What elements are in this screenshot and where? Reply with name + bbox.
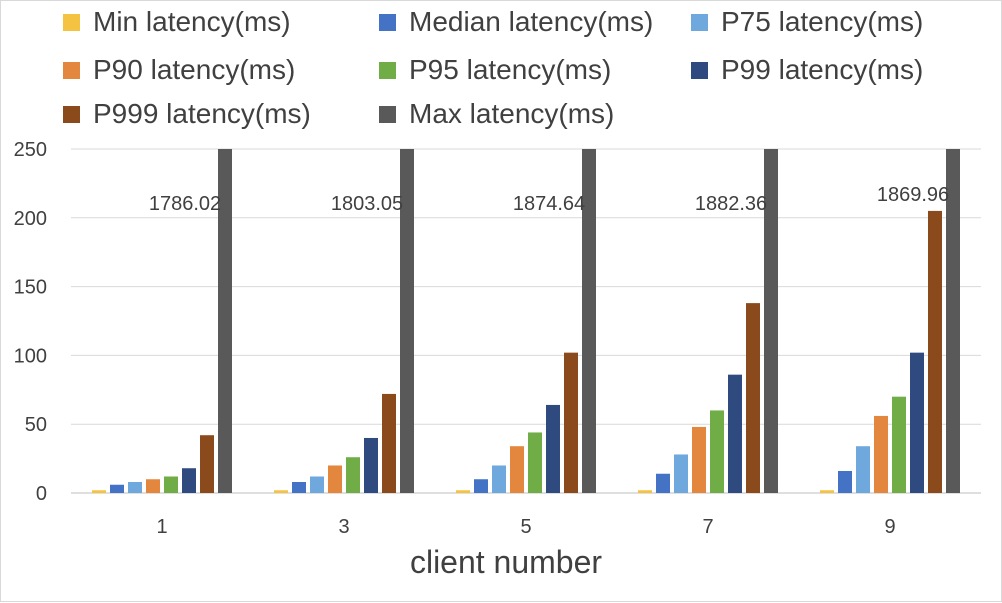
bar: [292, 481, 306, 493]
bar: [820, 490, 834, 493]
bar: [92, 490, 106, 493]
bar: [546, 404, 560, 493]
bar: [200, 435, 214, 493]
bar: [400, 149, 414, 493]
y-tick-label: 250: [14, 139, 47, 161]
data-label: 1874.64: [513, 193, 585, 215]
legend-label: P999 latency(ms): [93, 98, 311, 129]
bar: [274, 490, 288, 493]
bar: [328, 465, 342, 493]
bar: [346, 457, 360, 493]
legend-swatch: [691, 14, 708, 31]
legend-label: Median latency(ms): [409, 6, 653, 37]
bar: [182, 468, 196, 493]
x-axis-title: client number: [410, 544, 602, 580]
legend-label: P99 latency(ms): [721, 54, 923, 85]
y-tick-label: 50: [25, 414, 47, 436]
legend-swatch: [379, 62, 396, 79]
legend-label: Max latency(ms): [409, 98, 614, 129]
x-tick-label: 7: [702, 516, 713, 538]
bar: [892, 396, 906, 493]
bar: [710, 410, 724, 493]
bar: [382, 393, 396, 493]
y-tick-label: 150: [14, 277, 47, 299]
legend-swatch: [379, 106, 396, 123]
data-label: 1803.05: [331, 193, 403, 215]
x-tick-label: 3: [338, 516, 349, 538]
data-label: 1882.36: [695, 193, 767, 215]
bar: [364, 437, 378, 493]
bar: [838, 470, 852, 493]
y-tick-label: 200: [14, 208, 47, 230]
bar: [728, 374, 742, 493]
legend-label: P75 latency(ms): [721, 6, 923, 37]
bar: [910, 352, 924, 493]
bar: [564, 352, 578, 493]
legend-swatch: [691, 62, 708, 79]
bar: [510, 446, 524, 493]
x-tick-label: 1: [156, 516, 167, 538]
bar: [492, 465, 506, 493]
bar: [764, 149, 778, 493]
y-tick-label: 0: [36, 483, 47, 505]
bar: [656, 473, 670, 493]
legend-swatch: [379, 14, 396, 31]
bar: [128, 481, 142, 493]
y-tick-label: 100: [14, 345, 47, 367]
bar: [692, 426, 706, 493]
bar: [110, 484, 124, 493]
legend-swatch: [63, 14, 80, 31]
legend-label: Min latency(ms): [93, 6, 291, 37]
bar: [146, 479, 160, 493]
bar: [582, 149, 596, 493]
bar: [528, 432, 542, 493]
bar: [638, 490, 652, 493]
bar: [856, 446, 870, 493]
legend-label: P95 latency(ms): [409, 54, 611, 85]
bar: [310, 476, 324, 493]
legend-swatch: [63, 62, 80, 79]
bar: [164, 476, 178, 493]
bar: [474, 479, 488, 493]
bar: [946, 149, 960, 493]
bar: [456, 490, 470, 493]
x-tick-label: 5: [520, 516, 531, 538]
bar: [218, 149, 232, 493]
bar: [928, 210, 942, 494]
data-label: 1869.96: [877, 184, 949, 206]
legend-swatch: [63, 106, 80, 123]
data-label: 1786.02: [149, 193, 221, 215]
bar: [746, 303, 760, 493]
x-tick-label: 9: [884, 516, 895, 538]
bar: [874, 415, 888, 493]
bar: [674, 454, 688, 493]
legend-label: P90 latency(ms): [93, 54, 295, 85]
